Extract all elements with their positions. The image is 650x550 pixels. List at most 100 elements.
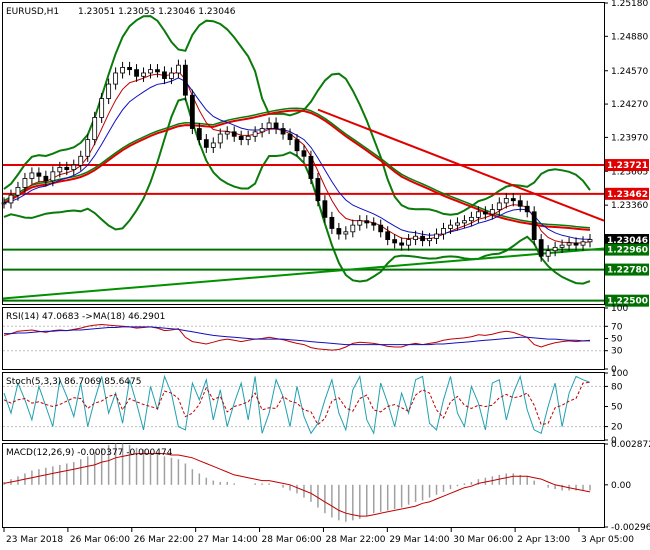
candle-body bbox=[566, 242, 572, 246]
time-tick-label: 28 Mar 06:00 bbox=[262, 535, 322, 545]
trend-line-up bbox=[2, 247, 605, 300]
candle-body bbox=[448, 224, 453, 229]
time-tick-label: 26 Mar 22:00 bbox=[134, 535, 194, 545]
candle-body bbox=[559, 244, 565, 248]
candle-body bbox=[245, 135, 251, 141]
candle-body bbox=[106, 83, 112, 99]
candle-body bbox=[427, 238, 432, 242]
candle-body bbox=[315, 178, 321, 202]
candle-body bbox=[162, 71, 167, 79]
candle-body bbox=[252, 131, 258, 137]
rsi-tick-label: 50 bbox=[611, 335, 623, 345]
candle-body bbox=[217, 133, 223, 144]
candle-body bbox=[531, 211, 537, 240]
candle-body bbox=[510, 198, 516, 202]
candle-body bbox=[127, 67, 132, 71]
price-level-box bbox=[605, 187, 649, 200]
candle-body bbox=[392, 239, 398, 244]
candle-body bbox=[308, 155, 314, 179]
candle-body bbox=[434, 233, 439, 239]
candle-body bbox=[294, 139, 300, 152]
price-layer bbox=[1, 15, 605, 302]
stoch-tick-label: 80 bbox=[611, 382, 623, 392]
price-tick-label: 1.23665 bbox=[611, 167, 648, 177]
macd-panel-frame bbox=[2, 443, 605, 528]
candle-body bbox=[224, 131, 230, 135]
trend-line-down bbox=[317, 108, 605, 222]
price-level-label: 1.23046 bbox=[607, 236, 648, 246]
candle-body bbox=[455, 222, 460, 226]
axis-layer: 1.25180 1.24880 1.24570 1.24270 1.23970 1.236… bbox=[3, 0, 650, 545]
candle-body bbox=[350, 224, 356, 233]
macd-tick-label: -0.002968 bbox=[611, 523, 650, 533]
rsi-tick-label: 70 bbox=[611, 322, 623, 332]
candle-body bbox=[462, 220, 467, 224]
candle-body bbox=[287, 133, 293, 141]
candle-body bbox=[482, 211, 488, 215]
rsi-ma-line bbox=[4, 326, 590, 346]
rsi-tick-label: 0 bbox=[611, 365, 617, 375]
price-level-box bbox=[605, 243, 649, 256]
candle-body bbox=[155, 69, 160, 73]
candle-body bbox=[231, 131, 237, 137]
candle-body bbox=[280, 128, 286, 135]
bollinger-upper bbox=[3, 15, 591, 216]
candle-body bbox=[196, 128, 202, 141]
candle-body bbox=[371, 222, 377, 226]
chart-symbol: EURUSD,H1 bbox=[6, 7, 59, 17]
candle-body bbox=[413, 235, 418, 240]
candle-body bbox=[1, 202, 7, 205]
candle-body bbox=[99, 98, 105, 118]
candle-body bbox=[587, 239, 593, 243]
price-tick-label: 1.24880 bbox=[611, 32, 648, 42]
candle-body bbox=[141, 72, 146, 77]
candle-body bbox=[545, 250, 551, 257]
candle-body bbox=[203, 139, 209, 148]
candle-body bbox=[50, 171, 56, 182]
time-tick-label: 27 Mar 14:00 bbox=[198, 535, 258, 545]
stoch-tick-label: 20 bbox=[611, 423, 623, 433]
candle-body bbox=[85, 139, 91, 157]
candle-body bbox=[469, 216, 474, 222]
candle-body bbox=[364, 220, 370, 224]
candle-body bbox=[385, 231, 391, 240]
price-tick-label: 1.23360 bbox=[611, 201, 648, 211]
time-tick-label: 30 Mar 06:00 bbox=[453, 535, 513, 545]
price-level-label: 1.23462 bbox=[607, 190, 648, 200]
time-tick-label: 26 Mar 06:00 bbox=[70, 535, 130, 545]
rsi-line bbox=[3, 323, 591, 351]
price-level-box bbox=[605, 294, 649, 307]
stoch-d-line bbox=[3, 381, 591, 426]
price-tick-label: 1.24270 bbox=[611, 100, 648, 110]
candle-body bbox=[406, 239, 412, 246]
candle-body bbox=[210, 142, 216, 148]
candle-body bbox=[489, 209, 495, 215]
price-level-label: 1.22780 bbox=[607, 266, 648, 276]
macd-tick-label: 0.002872 bbox=[611, 440, 650, 450]
candle-body bbox=[343, 231, 349, 235]
rsi-layer bbox=[3, 323, 604, 352]
candle-body bbox=[189, 94, 195, 129]
candle-body bbox=[64, 166, 70, 171]
macd-layer bbox=[3, 443, 591, 522]
rsi-tick-label: 30 bbox=[611, 347, 623, 357]
stoch-layer bbox=[3, 374, 604, 435]
candle-body bbox=[43, 175, 49, 182]
candle-body bbox=[552, 246, 558, 252]
candle-body bbox=[475, 211, 481, 218]
stoch-k-line bbox=[3, 374, 591, 435]
macd-tick-label: 0.00 bbox=[611, 481, 631, 491]
candle-body bbox=[301, 150, 307, 157]
candle-body bbox=[517, 200, 523, 207]
time-tick-label: 23 Mar 2018 bbox=[6, 535, 63, 545]
stoch-tick-label: 100 bbox=[611, 369, 628, 379]
candle-body bbox=[329, 216, 335, 229]
rsi-tick-label: 100 bbox=[611, 304, 628, 314]
chart-ohlc-values: 1.23051 1.23053 1.23046 1.23046 bbox=[78, 7, 236, 17]
time-tick-label: 2 Apr 13:00 bbox=[517, 535, 570, 545]
rsi-label: RSI(14) 47.0683 ->MA(18) 46.2901 bbox=[6, 312, 165, 322]
candle-body bbox=[322, 200, 328, 218]
stoch-label: Stoch(5,3,3) 86.7069 85.6475 bbox=[6, 377, 141, 387]
price-panel-frame bbox=[2, 2, 605, 305]
